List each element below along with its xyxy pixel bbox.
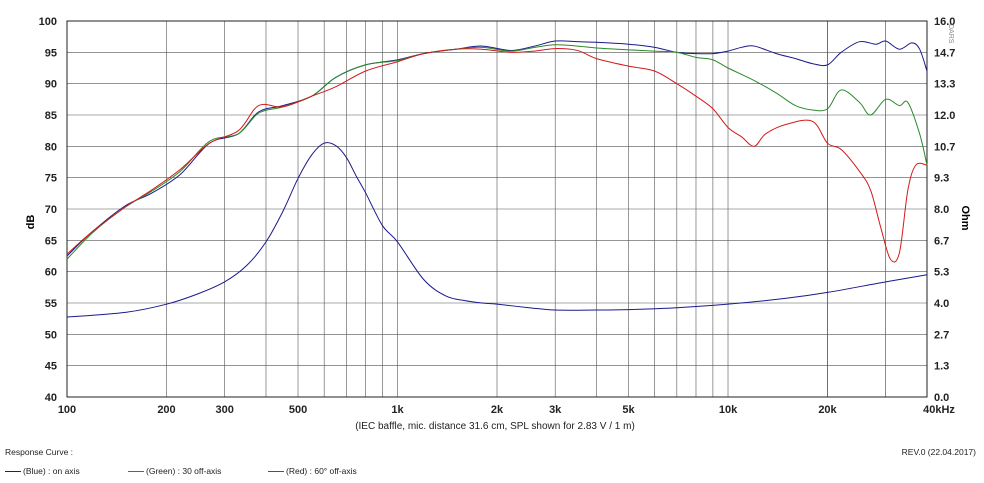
x-tick-label: 20k xyxy=(818,404,837,416)
y-tick-label: 45 xyxy=(45,361,57,373)
legend-swatch-blue xyxy=(5,470,21,472)
chart-title: Response Curve : xyxy=(5,447,74,457)
x-tick-label: 100 xyxy=(58,404,76,416)
series-line-impedance xyxy=(66,142,928,318)
grid xyxy=(66,20,928,398)
revision-label: REV.0 (22.04.2017) xyxy=(901,447,976,457)
plot-frame xyxy=(66,20,928,398)
series-layer xyxy=(66,40,928,318)
legend-swatch-green xyxy=(128,470,144,472)
series-line-red-60-off-axis xyxy=(66,48,928,263)
y2-tick-label: 14.7 xyxy=(934,47,955,59)
y2-tick-label: 4.0 xyxy=(934,298,949,310)
y-tick-label: 40 xyxy=(45,392,57,404)
y-tick-label: 85 xyxy=(45,110,57,122)
y2-tick-label: 8.0 xyxy=(934,204,949,216)
y2-tick-label: 6.7 xyxy=(934,235,949,247)
x-axis-label: (IEC baffle, mic. distance 31.6 cm, SPL … xyxy=(355,421,635,432)
y-tick-label: 60 xyxy=(45,267,57,279)
legend-item-green: (Green) : 30 off-axis xyxy=(128,466,221,476)
y-axis-label: dB xyxy=(25,215,37,230)
y2-tick-labels: 16.0 14.7 13.3 12.0 10.7 9.3 8.0 6.7 5.3 4.0 2.7 1.… xyxy=(934,16,955,404)
x-tick-label: 500 xyxy=(289,404,307,416)
legend-item-blue: (Blue) : on axis xyxy=(5,466,80,476)
y-tick-label: 65 xyxy=(45,235,57,247)
y-tick-label: 50 xyxy=(45,329,57,341)
watermark: DARS xyxy=(947,24,954,44)
series-line-green-30-off-axis xyxy=(66,44,928,260)
x-tick-label: 40kHz xyxy=(923,404,955,416)
x-tick-label: 5k xyxy=(622,404,635,416)
y-tick-label: 70 xyxy=(45,204,57,216)
y2-tick-label: 13.3 xyxy=(934,79,955,91)
y-tick-label: 95 xyxy=(45,47,57,59)
legend-label-blue: (Blue) : on axis xyxy=(23,466,80,476)
x-tick-label: 300 xyxy=(216,404,234,416)
y-tick-label: 75 xyxy=(45,173,57,185)
y2-tick-label: 5.3 xyxy=(934,267,949,279)
x-tick-label: 1k xyxy=(391,404,404,416)
x-tick-label: 200 xyxy=(157,404,175,416)
y-tick-label: 90 xyxy=(45,79,57,91)
y-tick-label: 80 xyxy=(45,141,57,153)
series-line-blue-on-axis xyxy=(66,40,928,257)
y2-axis-label: Ohm xyxy=(959,205,971,230)
legend-label-green: (Green) : 30 off-axis xyxy=(146,466,222,476)
x-tick-label: 3k xyxy=(549,404,562,416)
y2-tick-label: 12.0 xyxy=(934,110,955,122)
y2-tick-label: 10.7 xyxy=(934,141,955,153)
y2-tick-label: 0.0 xyxy=(934,392,949,404)
legend-item-red: (Red) : 60° off-axis xyxy=(268,466,357,476)
y-tick-label: 100 xyxy=(39,16,57,28)
y2-tick-label: 1.3 xyxy=(934,361,949,373)
y-tick-label: 55 xyxy=(45,298,57,310)
y2-tick-label: 9.3 xyxy=(934,173,949,185)
y2-tick-label: 16.0 xyxy=(934,16,955,28)
x-tick-label: 2k xyxy=(491,404,504,416)
x-tick-labels: 100 200 300 500 1k 2k 3k 5k 10k 20k 40kHz xyxy=(58,404,956,416)
legend-label-red: (Red) : 60° off-axis xyxy=(286,466,357,476)
x-tick-label: 10k xyxy=(719,404,738,416)
y2-tick-label: 2.7 xyxy=(934,329,949,341)
legend-swatch-red xyxy=(268,470,284,472)
y-tick-labels: 100 95 90 85 80 75 70 65 60 55 50 45 40 xyxy=(39,16,57,404)
